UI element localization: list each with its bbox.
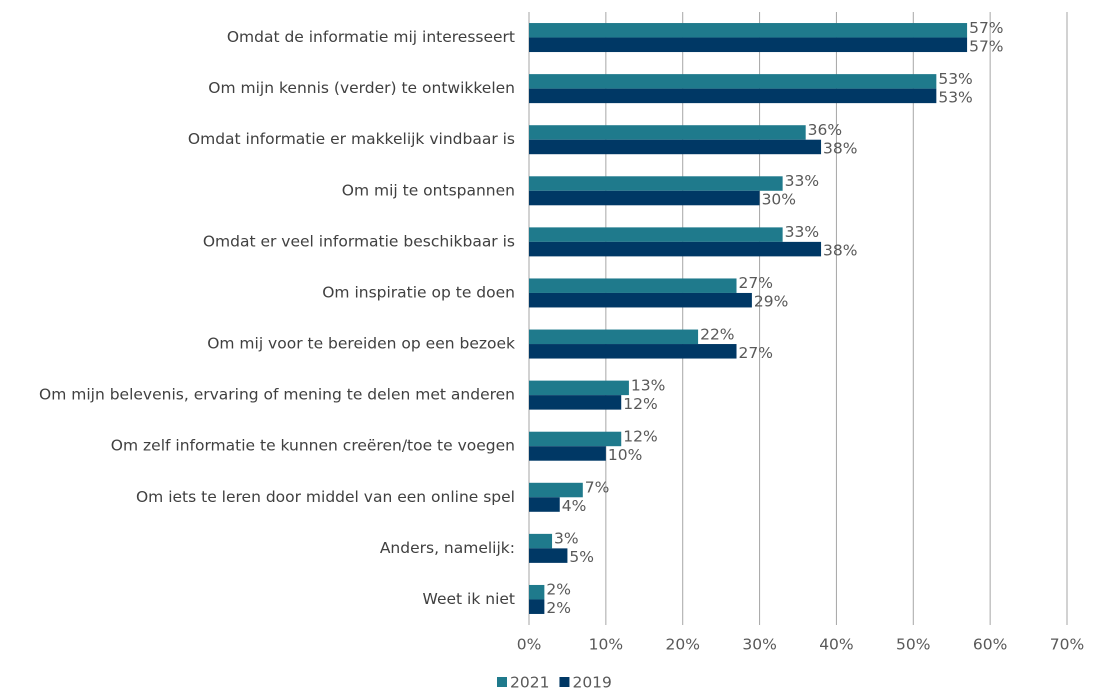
x-tick-label: 0% [517, 636, 542, 654]
category-label: Om mij voor te bereiden op een bezoek [207, 335, 515, 353]
bar [529, 533, 553, 549]
value-label: 10% [608, 446, 642, 464]
bar [529, 74, 937, 89]
bar [529, 23, 968, 38]
bar [529, 395, 622, 410]
category-label: Omdat informatie er makkelijk vindbaar i… [188, 130, 515, 148]
category-label: Om inspiratie op te doen [322, 283, 515, 301]
bar [529, 88, 937, 104]
x-tick-label: 70% [1050, 636, 1084, 654]
value-label: 38% [823, 242, 857, 260]
bar [529, 446, 606, 461]
bar [529, 380, 629, 396]
value-label: 7% [585, 479, 610, 497]
bar [529, 431, 622, 447]
category-label: Om mij te ontspannen [342, 181, 515, 199]
x-tick-label: 60% [973, 636, 1007, 654]
x-tick-label: 20% [665, 636, 699, 654]
value-label: 33% [785, 172, 819, 190]
bar [529, 548, 568, 563]
value-label: 4% [562, 497, 587, 515]
bar [529, 125, 806, 140]
category-label: Om zelf informatie te kunnen creëren/toe… [111, 437, 515, 455]
bar [529, 292, 752, 308]
bar [529, 329, 699, 345]
value-label: 53% [938, 70, 972, 88]
bar [529, 344, 737, 359]
legend-label: 2019 [572, 674, 611, 689]
value-label: 30% [762, 191, 796, 209]
bar [529, 176, 783, 191]
value-label: 57% [969, 19, 1003, 37]
x-tick-label: 50% [896, 636, 930, 654]
bar [529, 139, 822, 155]
bar [529, 190, 760, 206]
value-label: 36% [808, 121, 842, 139]
bar [529, 599, 545, 614]
category-label: Weet ik niet [423, 590, 515, 608]
x-tick-label: 40% [819, 636, 853, 654]
legend-swatch [497, 677, 507, 687]
value-label: 22% [700, 325, 734, 343]
value-label: 53% [938, 88, 972, 106]
bar [529, 497, 560, 512]
x-tick-label: 30% [742, 636, 776, 654]
bar [529, 482, 583, 498]
value-label: 13% [631, 376, 665, 394]
value-label: 33% [785, 223, 819, 241]
legend-label: 2021 [510, 674, 549, 689]
bar [529, 278, 737, 293]
value-label: 29% [754, 293, 788, 311]
category-label: Omdat de informatie mij interesseert [227, 28, 515, 46]
value-label: 3% [554, 530, 579, 548]
bar [529, 241, 822, 257]
value-label: 27% [739, 344, 773, 362]
bar [529, 584, 545, 600]
value-label: 2% [546, 599, 571, 617]
category-label: Om mijn belevenis, ervaring of mening te… [39, 386, 515, 404]
category-label: Om mijn kennis (verder) te ontwikkelen [208, 79, 515, 97]
value-label: 38% [823, 139, 857, 157]
value-label: 2% [546, 581, 571, 599]
value-label: 5% [569, 548, 594, 566]
bar [529, 37, 968, 53]
legend-swatch [559, 677, 570, 687]
value-label: 27% [739, 274, 773, 292]
category-label: Omdat er veel informatie beschikbaar is [203, 232, 515, 250]
value-label: 12% [623, 395, 657, 413]
category-label: Om iets te leren door middel van een onl… [136, 488, 515, 506]
category-label: Anders, namelijk: [380, 539, 515, 557]
value-label: 57% [969, 37, 1003, 55]
bar [529, 227, 783, 242]
x-tick-label: 10% [589, 636, 623, 654]
value-label: 12% [623, 427, 657, 445]
